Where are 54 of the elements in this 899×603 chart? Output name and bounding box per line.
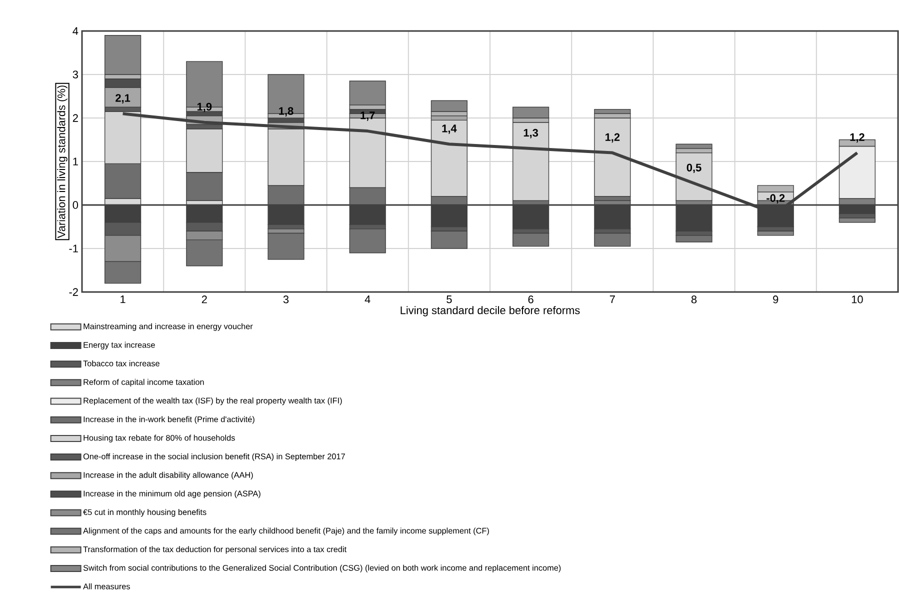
y-tick-label: 3	[72, 70, 78, 78]
legend-label: Alignment of the caps and amounts for the early childhood benefit (Paje) and the family income supplement (CF)	[83, 528, 489, 536]
data-label: 1,3	[524, 128, 538, 138]
bar	[757, 230, 794, 236]
data-label: 1,8	[279, 107, 294, 117]
legend-label: One-off increase in the social inclusion benefit (RSA) in September 2017	[83, 453, 345, 461]
y-tick-label: -2	[69, 288, 78, 296]
y-tick-label: 1	[73, 158, 78, 166]
x-tick-label: 10	[852, 296, 863, 304]
bar	[430, 100, 468, 112]
bar	[430, 230, 468, 249]
data-label: 1,2	[605, 133, 620, 143]
x-tick-label: 9	[773, 296, 778, 304]
bar	[512, 232, 550, 247]
legend-label: Energy tax increase	[84, 342, 155, 350]
x-tick-label: 4	[364, 296, 370, 304]
legend-label: Tobacco tax increase	[83, 360, 160, 366]
legend-label: Increase in the minimum old age pension (ASPA)	[84, 490, 260, 498]
bar	[594, 118, 631, 197]
legend-label: Increase in the adult disability allowance (AAH)	[84, 472, 253, 480]
legend-label: Housing tax rebate for 80% of households	[84, 434, 235, 442]
x-tick-label: 6	[528, 296, 534, 304]
y-tick-label: 2	[72, 114, 78, 122]
bar	[594, 232, 631, 247]
bar	[512, 106, 550, 118]
legend-label: Switch from social contributions to the Generalized Social Contribution (CSG) (levied on both work income and replacement income)	[83, 564, 561, 572]
data-label: 2,1	[116, 94, 130, 104]
y-tick-label: 4	[72, 27, 78, 35]
legend-label: Mainstreaming and increase in energy voucher	[84, 323, 253, 331]
y-tick-label: -1	[69, 244, 78, 252]
legend-label: Transformation of the tax deduction for personal services into a tax credit	[83, 546, 346, 554]
x-axis-title: Living standard decile before reforms	[400, 306, 580, 316]
x-tick-label: 2	[202, 296, 207, 304]
bar	[676, 152, 712, 201]
data-label: 0,5	[686, 164, 702, 174]
bar	[268, 232, 304, 260]
bar	[676, 144, 712, 149]
bar	[349, 80, 386, 106]
bar	[104, 35, 142, 75]
x-tick-label: 1	[120, 296, 126, 304]
x-tick-label: 3	[283, 296, 289, 304]
x-tick-label: 7	[610, 296, 615, 304]
bar	[512, 122, 550, 201]
legend-label: Replacement of the wealth tax (ISF) by the real property wealth tax (IFI)	[84, 398, 342, 406]
legend-label: Reform of capital income taxation	[84, 378, 204, 387]
legend-label: €5 cut in monthly housing benefits	[83, 509, 206, 517]
legend-label: Increase in the in-work benefit (Prime d'activité)	[84, 416, 254, 424]
y-tick-label: 0	[72, 201, 78, 209]
x-tick-label: 8	[691, 296, 697, 304]
bar	[838, 218, 876, 223]
y-axis-title: Variation in living standards (%)	[57, 86, 68, 238]
legend-label: All measures	[83, 583, 130, 590]
x-tick-label: 5	[446, 296, 452, 304]
data-label: 1,4	[442, 124, 457, 134]
